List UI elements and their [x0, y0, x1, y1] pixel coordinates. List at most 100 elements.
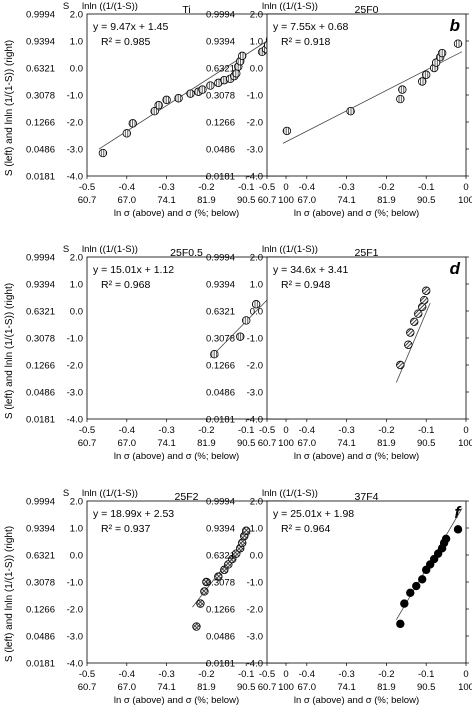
y-tick-lnln: 0.0: [250, 550, 263, 561]
y-tick-lnln: 2.0: [250, 252, 263, 263]
data-point: [398, 85, 407, 94]
x-tick-top: -0.2: [378, 182, 394, 193]
y-tick-s: 0.1266: [206, 604, 235, 615]
y-tick-s: 0.6321: [26, 63, 55, 74]
x-tick-top: -0.5: [259, 182, 275, 193]
y-tick-s: 0.0181: [206, 171, 235, 182]
y-tick-lnln: -3.0: [67, 387, 83, 398]
x-tick-bottom: 90.5: [237, 682, 256, 693]
x-tick-bottom: 90.5: [237, 438, 256, 449]
y-tick-s: 0.6321: [26, 550, 55, 561]
r-squared: R² = 0.985: [101, 36, 150, 48]
y-tick-lnln: 1.0: [70, 523, 83, 534]
panel-letter: b: [450, 16, 460, 35]
x-tick-top: -0.3: [338, 182, 354, 193]
y-tick-lnln: -3.0: [67, 144, 83, 155]
y-tick-lnln: -2.0: [67, 117, 83, 128]
y-tick-s: 0.3078: [26, 577, 55, 588]
y-tick-lnln: 2.0: [250, 9, 263, 20]
data-point: [192, 622, 201, 631]
x-tick-bottom: 100: [278, 195, 294, 206]
y-tick-s: 0.1266: [26, 604, 55, 615]
x-tick-top: -0.2: [198, 425, 214, 436]
x-tick-top: -0.3: [158, 425, 174, 436]
y-tick-lnln: -1.0: [67, 577, 83, 588]
x-tick-bottom: 90.5: [237, 195, 256, 206]
y-tick-s: 0.0486: [206, 631, 235, 642]
data-point: [206, 81, 215, 90]
y-tick-s: 0.9994: [26, 252, 55, 263]
lnln-header-2-right: lnln ((1/(1-S)): [262, 244, 318, 255]
y-tick-s: 0.9394: [206, 523, 235, 534]
y-tick-s: 0.1266: [206, 360, 235, 371]
data-point: [154, 101, 163, 110]
data-point: [202, 577, 211, 587]
y-tick-s: 0.3078: [26, 333, 55, 344]
y-tick-lnln: -4.0: [67, 658, 83, 669]
x-tick-bottom: 90.5: [417, 438, 436, 449]
chart-title: 37F4: [355, 491, 379, 503]
y-tick-lnln: -2.0: [247, 360, 263, 371]
regression-line: [395, 302, 431, 383]
y-tick-s: 0.9394: [26, 523, 55, 534]
y-tick-lnln: -2.0: [247, 117, 263, 128]
data-point: [437, 48, 447, 58]
data-point: [162, 95, 171, 105]
x-tick-bottom: 60.7: [258, 195, 277, 206]
y-tick-s: 0.9994: [26, 9, 55, 20]
x-tick-top: -0.4: [119, 425, 135, 436]
regression-equation: y = 15.01x + 1.12: [93, 264, 174, 276]
data-point: [441, 534, 451, 543]
chart-title: Ti: [182, 4, 190, 16]
x-tick-top: -0.4: [299, 669, 315, 680]
data-point: [453, 39, 463, 48]
panel-c: 2.0 0.9994 1.0 0.9394 0.0 0.6321 -1.0 0.3078 -2.…: [26, 247, 294, 462]
x-tick-top: 0: [463, 669, 468, 680]
y-tick-s: 0.1266: [206, 117, 235, 128]
x-tick-bottom: 81.9: [377, 195, 396, 206]
x-axis-label: ln σ (above) and σ (%; below): [114, 451, 239, 462]
lnln-header-3-right: lnln ((1/(1-S)): [262, 488, 318, 499]
s-header-2: S: [63, 244, 69, 255]
x-tick-bottom: 100: [278, 682, 294, 693]
y-tick-lnln: -3.0: [247, 631, 263, 642]
data-point: [210, 350, 219, 359]
x-tick-bottom: 60.7: [258, 438, 277, 449]
x-tick-top: -0.1: [238, 425, 254, 436]
y-tick-s: 0.9994: [206, 252, 235, 263]
data-point: [406, 588, 415, 597]
plot-frame: [266, 13, 467, 177]
x-tick-bottom: 100: [458, 682, 472, 693]
y-tick-s: 0.0486: [206, 144, 235, 155]
x-tick-bottom: 100: [458, 438, 472, 449]
data-point: [150, 106, 159, 116]
y-tick-lnln: 0.0: [70, 550, 83, 561]
lnln-header-1-left: lnln ((1/(1-S)): [82, 1, 138, 12]
x-tick-top: 0: [283, 425, 288, 436]
data-point: [282, 126, 292, 136]
x-axis-label: ln σ (above) and σ (%; below): [114, 208, 239, 219]
y-tick-lnln: 0.0: [250, 306, 263, 317]
y-tick-s: 0.3078: [206, 90, 235, 101]
y-tick-s: 0.0181: [206, 414, 235, 425]
data-point: [410, 317, 419, 326]
x-tick-bottom: 100: [458, 195, 472, 206]
panel-letter: f: [454, 503, 462, 522]
y-tick-s: 0.0486: [26, 631, 55, 642]
y-tick-lnln: 1.0: [250, 279, 263, 290]
y-tick-s: 0.0486: [26, 387, 55, 398]
data-point: [418, 77, 427, 86]
data-point: [406, 328, 415, 337]
x-tick-bottom: 67.0: [298, 438, 317, 449]
data-point: [396, 94, 405, 104]
chart-title: 25F2: [175, 491, 199, 503]
plot-frame: [86, 13, 287, 177]
r-squared: R² = 0.948: [281, 279, 330, 291]
data-point: [196, 599, 205, 608]
left-axis-label-3: S (left) and lnln (1/(1-S)) (right): [4, 526, 15, 662]
x-tick-top: -0.1: [418, 182, 434, 193]
y-tick-lnln: -3.0: [247, 144, 263, 155]
plot-frame: [86, 500, 287, 664]
x-tick-top: -0.1: [238, 182, 254, 193]
